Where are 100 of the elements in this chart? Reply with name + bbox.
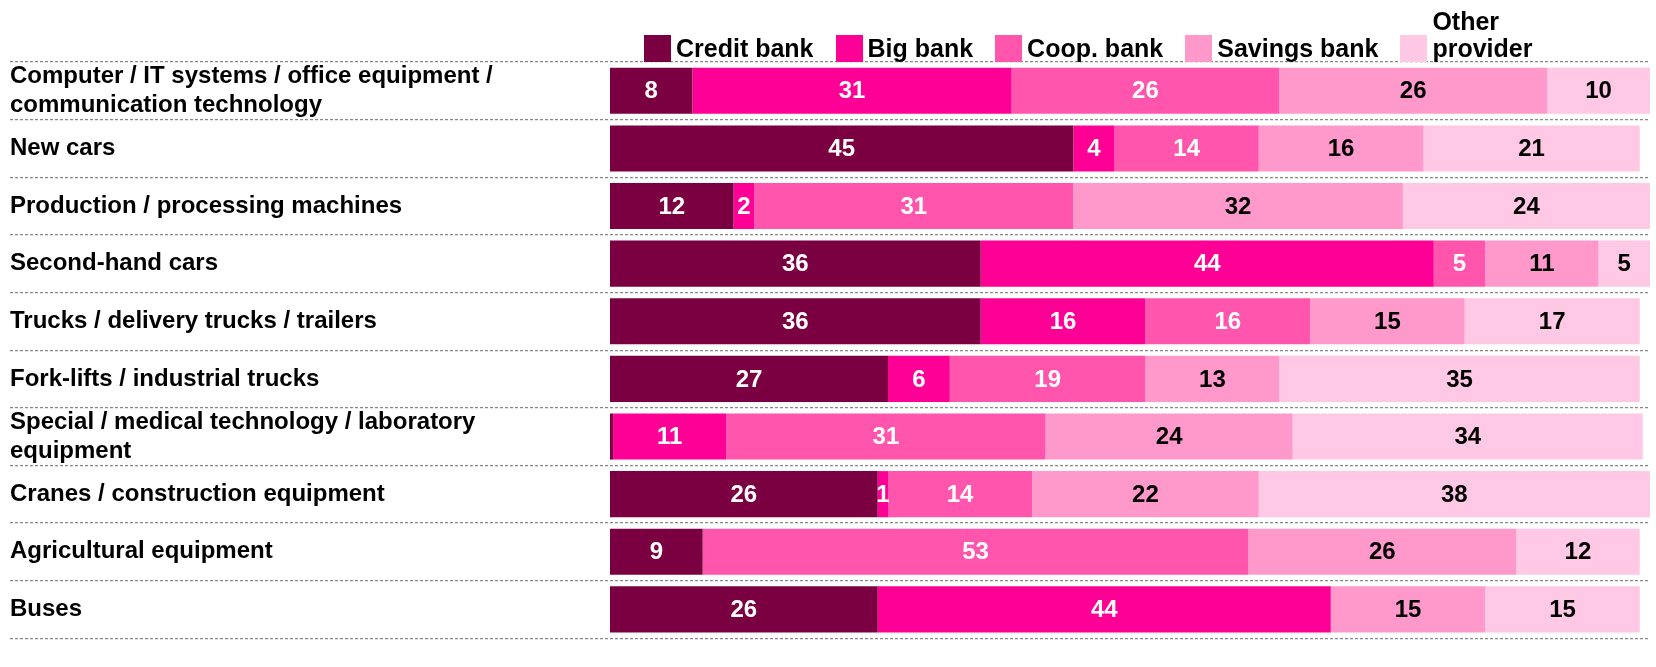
bar bbox=[1279, 67, 1548, 114]
data-label: 35 bbox=[1446, 364, 1473, 392]
bar bbox=[610, 413, 614, 460]
data-label: 22 bbox=[1132, 479, 1159, 507]
bar bbox=[1045, 413, 1293, 460]
y-tick-label: Special / medical technology / laboratory equipment bbox=[10, 406, 477, 463]
data-label: 26 bbox=[1368, 537, 1396, 565]
data-label: 31 bbox=[838, 76, 866, 104]
y-tick-label: Buses bbox=[10, 594, 83, 622]
y-tick-label: Computer / IT systems / office equipment / communication technology bbox=[10, 61, 494, 117]
bar bbox=[1433, 240, 1486, 287]
data-label: 36 bbox=[781, 249, 809, 277]
data-label: 26 bbox=[730, 479, 758, 507]
data-label: 11 bbox=[1529, 249, 1555, 277]
bar bbox=[1547, 67, 1650, 114]
data-label: 5 bbox=[1617, 249, 1631, 277]
data-label: 1 bbox=[876, 479, 890, 507]
data-label: 36 bbox=[781, 306, 809, 334]
data-label: 12 bbox=[658, 191, 686, 219]
data-label: 31 bbox=[900, 191, 928, 219]
bar bbox=[1145, 355, 1280, 402]
data-label: 38 bbox=[1441, 479, 1468, 507]
bar bbox=[610, 298, 981, 345]
bar bbox=[754, 183, 1074, 230]
data-label: 4 bbox=[1087, 134, 1102, 162]
legend-label: Big bank bbox=[867, 34, 974, 62]
y-tick-label: Agricultural equipment bbox=[10, 536, 273, 564]
y-tick-label: Fork-lifts / industrial trucks bbox=[10, 363, 320, 391]
data-label: 15 bbox=[1374, 306, 1401, 334]
data-label: 31 bbox=[872, 422, 900, 450]
data-label: 12 bbox=[1564, 537, 1592, 565]
bar bbox=[980, 298, 1146, 345]
data-label: 5 bbox=[1452, 249, 1467, 277]
data-label: 26 bbox=[1132, 76, 1159, 104]
bar bbox=[1464, 298, 1640, 345]
data-label: 10 bbox=[1585, 76, 1612, 104]
bar bbox=[1279, 355, 1640, 402]
data-label: 44 bbox=[1090, 595, 1119, 623]
bar bbox=[702, 528, 1249, 575]
bar bbox=[1516, 528, 1640, 575]
data-label: 24 bbox=[1155, 422, 1184, 450]
bar bbox=[1073, 183, 1403, 230]
bar bbox=[1145, 298, 1311, 345]
bar bbox=[610, 471, 878, 518]
data-label: 13 bbox=[1199, 364, 1226, 392]
bar bbox=[877, 586, 1331, 633]
data-label: 6 bbox=[912, 364, 926, 392]
y-tick-label: Production / processing machines bbox=[10, 190, 403, 218]
data-label: 32 bbox=[1224, 191, 1252, 219]
bar bbox=[1402, 183, 1650, 230]
legend-label: Coop. bank bbox=[1027, 34, 1164, 62]
y-tick-label: Trucks / delivery trucks / trailers bbox=[10, 305, 377, 333]
bar bbox=[888, 471, 1033, 518]
bar bbox=[610, 183, 734, 230]
data-label: 24 bbox=[1513, 191, 1541, 219]
data-label: 26 bbox=[1399, 76, 1427, 104]
data-label: 16 bbox=[1049, 306, 1077, 334]
data-label: 14 bbox=[946, 479, 975, 507]
bar bbox=[692, 67, 1012, 114]
bar bbox=[1258, 471, 1650, 518]
bar bbox=[1598, 240, 1650, 287]
bar bbox=[1485, 240, 1599, 287]
data-label: 53 bbox=[962, 537, 989, 565]
data-label: 2 bbox=[737, 191, 751, 219]
bar bbox=[610, 586, 878, 633]
bar bbox=[610, 240, 981, 287]
bar bbox=[1292, 413, 1643, 460]
bar bbox=[613, 413, 727, 460]
data-label: 15 bbox=[1549, 595, 1576, 623]
y-tick-label: Cranes / construction equipment bbox=[10, 478, 385, 506]
data-label: 11 bbox=[657, 422, 683, 450]
y-tick-label: Second-hand cars bbox=[10, 248, 219, 276]
bar bbox=[610, 355, 889, 402]
data-label: 45 bbox=[828, 134, 856, 162]
bar bbox=[610, 67, 693, 114]
y-tick-label: New cars bbox=[10, 133, 116, 161]
data-label: 9 bbox=[649, 537, 664, 565]
bar bbox=[1248, 528, 1517, 575]
data-label: 16 bbox=[1214, 306, 1242, 334]
bar bbox=[1073, 125, 1115, 172]
bar bbox=[980, 240, 1434, 287]
data-label: 44 bbox=[1193, 249, 1222, 277]
legend-label: Credit bank bbox=[676, 34, 814, 62]
data-label: 15 bbox=[1394, 595, 1422, 623]
bar bbox=[1258, 125, 1424, 172]
bar bbox=[1011, 67, 1280, 114]
bar bbox=[1114, 125, 1259, 172]
data-label: 8 bbox=[644, 76, 658, 104]
bar bbox=[1423, 125, 1640, 172]
data-label: 26 bbox=[730, 595, 758, 623]
bar bbox=[726, 413, 1046, 460]
bar bbox=[1330, 586, 1486, 633]
bar bbox=[610, 528, 703, 575]
bar bbox=[1485, 586, 1640, 633]
data-label: 34 bbox=[1454, 422, 1482, 450]
data-label: 27 bbox=[735, 364, 763, 392]
data-label: 21 bbox=[1518, 134, 1545, 162]
legend-label: Savings bank bbox=[1217, 34, 1379, 62]
bar bbox=[610, 125, 1074, 172]
bar bbox=[888, 355, 950, 402]
